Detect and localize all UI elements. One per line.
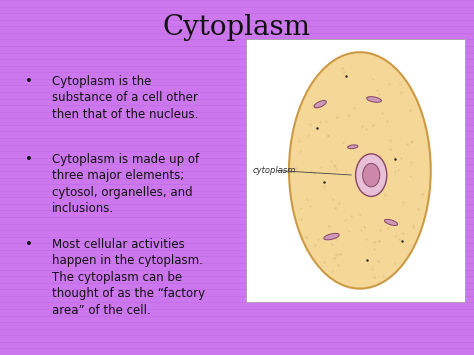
Text: Cytoplasm: Cytoplasm: [163, 14, 311, 41]
Ellipse shape: [324, 233, 339, 240]
Text: •: •: [25, 238, 32, 251]
Text: Cytoplasm is made up of
three major elements;
cytosol, organelles, and
inclusion: Cytoplasm is made up of three major elem…: [52, 153, 199, 215]
Ellipse shape: [356, 154, 387, 196]
Bar: [246, 39, 465, 302]
Text: •: •: [25, 75, 32, 88]
Text: Cytoplasm is the
substance of a cell other
then that of the nucleus.: Cytoplasm is the substance of a cell oth…: [52, 75, 199, 121]
Ellipse shape: [314, 100, 326, 108]
Ellipse shape: [289, 52, 431, 289]
Ellipse shape: [363, 163, 380, 187]
Ellipse shape: [384, 219, 398, 225]
Text: •: •: [25, 153, 32, 166]
Text: cytoplasm: cytoplasm: [253, 166, 296, 175]
Ellipse shape: [367, 97, 382, 102]
Text: Most cellular activities
happen in the cytoplasm.
The cytoplasm can be
thought o: Most cellular activities happen in the c…: [52, 238, 205, 317]
Ellipse shape: [347, 145, 358, 149]
